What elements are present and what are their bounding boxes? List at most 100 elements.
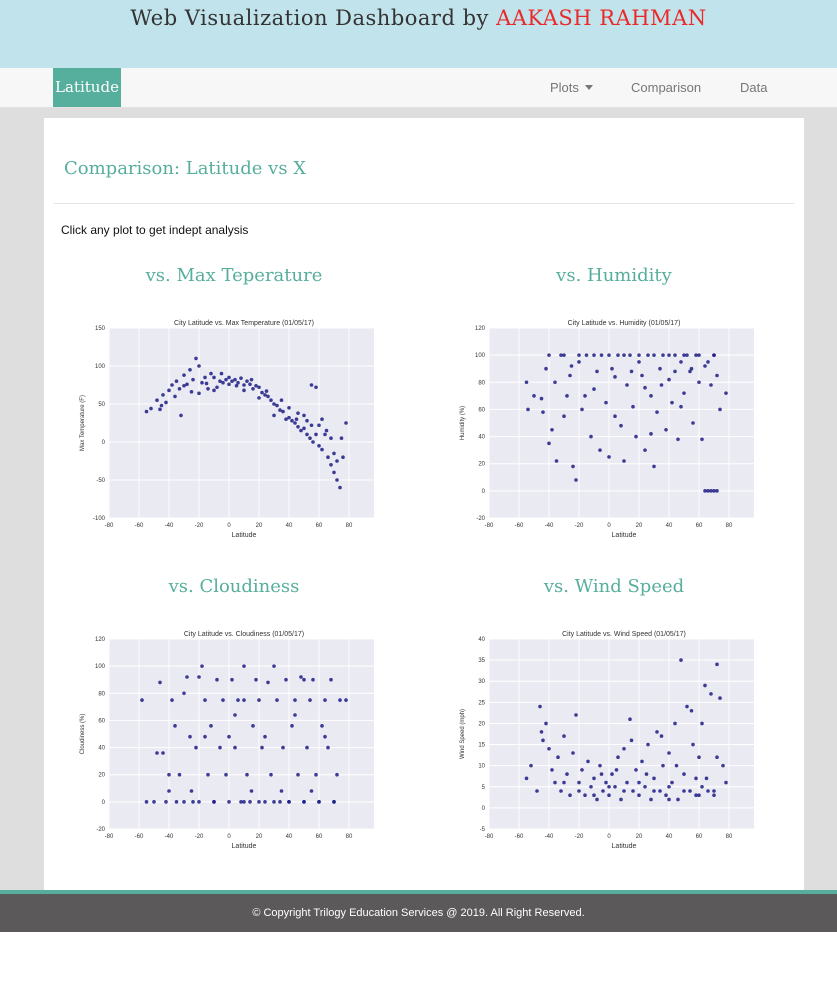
- data-point: [320, 417, 324, 421]
- data-point: [629, 369, 634, 374]
- plot-temperature[interactable]: -80-60-40-20020406080100-100-50050100150…: [64, 315, 374, 550]
- data-point: [263, 393, 267, 397]
- x-tick-label: 20: [636, 834, 643, 840]
- x-tick-label: 80: [726, 834, 733, 840]
- data-point: [293, 698, 297, 702]
- x-tick-label: 0: [607, 523, 611, 529]
- data-point: [544, 721, 548, 726]
- site-title: Web Visualization Dashboard by AAKASH RA…: [0, 6, 837, 30]
- data-point: [643, 784, 647, 789]
- y-tick-label: 0: [102, 440, 106, 446]
- data-point: [547, 353, 551, 357]
- header-banner: Web Visualization Dashboard by AAKASH RA…: [0, 0, 837, 68]
- data-point: [676, 437, 680, 442]
- data-point: [305, 418, 309, 423]
- data-point: [547, 441, 551, 446]
- data-point: [339, 436, 344, 440]
- nav-plots-label: Plots: [550, 80, 579, 95]
- data-point: [715, 755, 719, 760]
- data-point: [614, 768, 619, 772]
- y-tick-label: 120: [475, 326, 486, 332]
- data-point: [589, 784, 593, 789]
- data-point: [242, 698, 246, 702]
- data-point: [206, 772, 210, 777]
- data-point: [177, 772, 182, 777]
- data-point: [219, 371, 224, 376]
- chart-title: City Latitude vs. Cloudiness (01/05/17): [184, 631, 304, 638]
- nav-plots-dropdown[interactable]: Plots: [550, 68, 593, 107]
- navbar-brand[interactable]: Latitude: [53, 68, 121, 107]
- y-tick-label: 15: [478, 743, 485, 749]
- data-point: [323, 734, 327, 739]
- data-point: [191, 377, 195, 382]
- data-point: [173, 724, 177, 728]
- data-point: [158, 680, 162, 685]
- data-point: [577, 789, 581, 793]
- data-point: [607, 784, 611, 789]
- data-point: [251, 724, 255, 728]
- data-point: [332, 800, 336, 804]
- data-point: [649, 797, 653, 802]
- footer-text: © Copyright Trilogy Education Services @…: [252, 907, 585, 919]
- data-point: [628, 717, 632, 722]
- x-axis-label: Latitude: [612, 532, 637, 539]
- data-point: [188, 368, 192, 372]
- data-point: [242, 664, 246, 668]
- data-point: [610, 772, 614, 776]
- navbar: Latitude Plots Comparison Data: [0, 68, 837, 108]
- data-point: [637, 360, 641, 364]
- data-point: [667, 797, 671, 802]
- page-title: Comparison: Latitude vs X: [64, 158, 307, 179]
- data-point: [721, 763, 725, 768]
- data-point: [589, 434, 593, 439]
- data-point: [302, 413, 306, 418]
- data-point: [149, 406, 153, 411]
- data-point: [329, 677, 333, 682]
- data-point: [296, 425, 300, 429]
- plot-area: [489, 328, 754, 518]
- data-point: [209, 724, 213, 728]
- data-point: [689, 366, 694, 371]
- plot-cloudiness[interactable]: -80-60-40-20020406080100-200204060801001…: [64, 626, 374, 861]
- data-point: [673, 353, 677, 357]
- nav-data[interactable]: Data: [740, 80, 768, 95]
- data-point: [712, 789, 716, 793]
- data-point: [308, 698, 312, 702]
- y-tick-label: 20: [478, 462, 485, 468]
- data-point: [649, 432, 653, 436]
- data-point: [689, 708, 694, 713]
- chart-title: City Latitude vs. Max Temperature (01/05…: [174, 320, 314, 327]
- x-tick-label: 80: [726, 523, 733, 529]
- data-point: [688, 789, 692, 793]
- data-point: [652, 776, 656, 781]
- data-point: [177, 387, 182, 391]
- data-point: [685, 704, 689, 709]
- data-point: [541, 738, 545, 743]
- plot-heading-temperature: vs. Max Teperature: [145, 265, 323, 286]
- x-tick-label: 60: [696, 834, 703, 840]
- data-point: [269, 772, 273, 777]
- data-point: [224, 377, 228, 382]
- data-point: [565, 772, 569, 776]
- data-point: [709, 383, 713, 387]
- data-point: [308, 436, 312, 440]
- data-point: [269, 398, 273, 402]
- data-point: [323, 698, 327, 702]
- data-point: [577, 780, 581, 785]
- data-point: [230, 677, 234, 682]
- y-tick-label: 40: [478, 637, 485, 643]
- data-point: [182, 373, 186, 377]
- data-point: [667, 784, 671, 789]
- y-tick-label: 20: [98, 773, 105, 779]
- data-point: [197, 364, 201, 368]
- nav-comparison[interactable]: Comparison: [631, 80, 702, 95]
- data-point: [550, 768, 554, 772]
- x-tick-label: 60: [316, 523, 323, 529]
- data-point: [204, 381, 209, 386]
- x-tick-label: 40: [666, 834, 673, 840]
- plot-humidity[interactable]: -80-60-40-20020406080100-200204060801001…: [444, 315, 754, 550]
- data-point: [260, 745, 264, 750]
- data-point: [234, 383, 239, 388]
- plot-wind-speed[interactable]: -80-60-40-20020406080100-505101520253035…: [444, 626, 754, 861]
- data-point: [568, 373, 572, 378]
